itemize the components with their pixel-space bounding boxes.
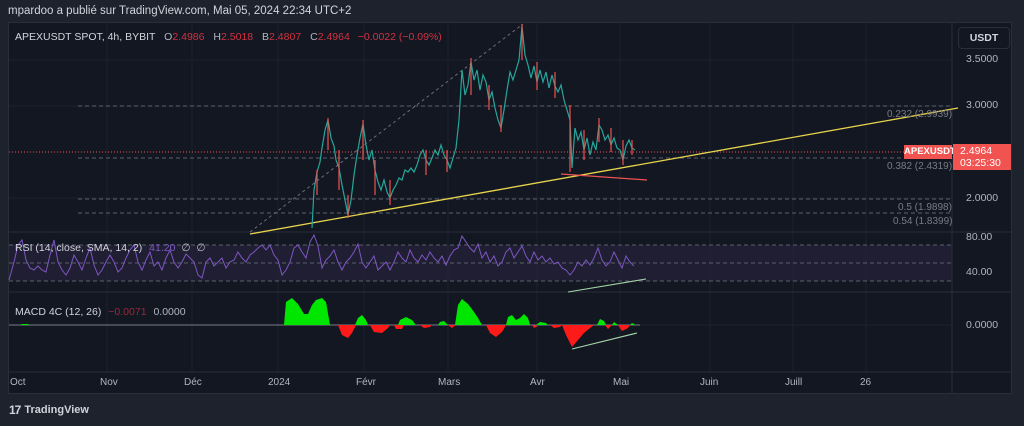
time-label: 26 bbox=[860, 377, 872, 388]
price-tick: 3.5000 bbox=[966, 53, 999, 65]
time-label: Juin bbox=[700, 377, 719, 388]
change-value: −0.0022 (−0.09%) bbox=[357, 31, 442, 43]
ascending-trendline bbox=[249, 107, 959, 235]
rsi-divergence-line bbox=[567, 278, 647, 293]
time-label: Avr bbox=[530, 377, 545, 388]
macd-value: 0.0000 bbox=[153, 306, 186, 318]
time-label: 2024 bbox=[268, 377, 291, 388]
macd-tick: 0.0000 bbox=[966, 319, 999, 331]
fib-label: 0.5 (1.9898) bbox=[898, 202, 952, 213]
fib-label: 0.232 (2.9939) bbox=[887, 109, 953, 120]
macd-histogram-down bbox=[338, 325, 630, 347]
tradingview-logo-icon: 17 bbox=[9, 403, 21, 417]
time-label: Nov bbox=[100, 377, 118, 388]
time-label: Mars bbox=[438, 377, 461, 388]
time-label: Juill bbox=[785, 377, 803, 388]
fib-levels bbox=[78, 105, 952, 214]
fib-anchor-line bbox=[249, 23, 524, 233]
fib-label: 0.54 (1.8399) bbox=[893, 216, 953, 227]
tradingview-brand[interactable]: 17 TradingView bbox=[9, 403, 89, 417]
time-label: Mai bbox=[613, 377, 630, 388]
macd-value-red: −0.0071 bbox=[108, 306, 147, 318]
symbol-price-tag: APEXUSDT bbox=[904, 145, 956, 159]
price-tick: 3.0000 bbox=[966, 99, 999, 111]
time-label: Oct bbox=[10, 377, 26, 388]
current-price: 2.4964 bbox=[960, 145, 993, 157]
current-price-tag: 2.4964 03:25:30 bbox=[953, 144, 1011, 170]
macd-histogram-up bbox=[20, 298, 636, 325]
rsi-line bbox=[8, 233, 635, 281]
low-value: 2.4807 bbox=[269, 31, 302, 43]
rsi-title: RSI (14, close, SMA, 14, 2) bbox=[15, 242, 143, 254]
rsi-tick: 40.00 bbox=[966, 266, 993, 278]
brand-name: TradingView bbox=[24, 404, 89, 416]
close-value: 2.4964 bbox=[317, 31, 350, 43]
macd-legend[interactable]: MACD 4C (12, 26) −0.0071 0.0000 bbox=[15, 306, 186, 318]
support-line bbox=[560, 173, 648, 181]
rsi-value: 41.20 bbox=[149, 242, 176, 254]
chart-frame[interactable] bbox=[8, 22, 1012, 394]
macd-divergence-line bbox=[571, 332, 638, 350]
rsi-legend[interactable]: RSI (14, close, SMA, 14, 2) 41.20 ∅ ∅ bbox=[15, 242, 206, 254]
macd-title: MACD 4C (12, 26) bbox=[15, 306, 102, 318]
publisher-line: mpardoo a publié sur TradingView.com, Ma… bbox=[8, 5, 352, 17]
high-value: 2.5018 bbox=[220, 31, 254, 43]
time-label: Févr bbox=[356, 377, 376, 388]
open-value: 2.4986 bbox=[172, 31, 205, 43]
currency-button[interactable]: USDT bbox=[958, 27, 1010, 49]
symbol-legend[interactable]: APEXUSDT SPOT, 4h, BYBIT O2.4986 H2.5018… bbox=[15, 31, 442, 43]
fib-label: 0.382 (2.4319) bbox=[887, 161, 953, 172]
time-label: Déc bbox=[184, 377, 202, 388]
bar-countdown: 03:25:30 bbox=[960, 157, 1001, 169]
candles bbox=[311, 24, 636, 229]
rsi-tick: 80.00 bbox=[966, 231, 993, 243]
rsi-bands bbox=[9, 244, 952, 282]
price-tick: 2.0000 bbox=[966, 192, 999, 204]
symbol-name: APEXUSDT SPOT, 4h, BYBIT bbox=[15, 31, 156, 43]
